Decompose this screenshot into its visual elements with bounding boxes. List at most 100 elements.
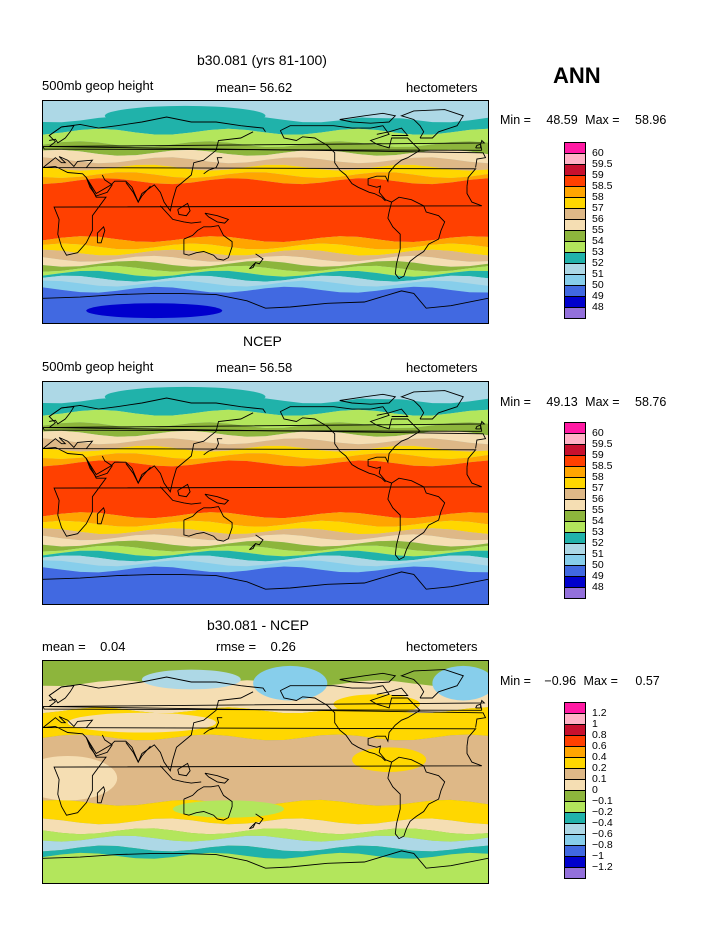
colorbar-tick-label: 51 xyxy=(592,268,604,280)
contour-region xyxy=(86,303,223,319)
map-canvas-diff xyxy=(43,661,488,883)
contour-band xyxy=(43,409,488,428)
colorbar-obs: 60 59.5 59 58.5 58 57 56 55 54 53 52 51 50 49 48 xyxy=(564,422,684,602)
coastline xyxy=(85,734,113,757)
coastline xyxy=(160,205,202,224)
coastline xyxy=(96,225,106,244)
coastline xyxy=(43,437,94,449)
coastline xyxy=(279,130,386,202)
colorbar-tick-label: 60 xyxy=(592,427,604,439)
coastline xyxy=(203,438,223,456)
colorbar-tick-label: 52 xyxy=(592,537,604,549)
season-label: ANN xyxy=(553,63,601,88)
coastline xyxy=(376,687,409,696)
coastline xyxy=(475,703,482,709)
panel-mean-label-diff: mean = 0.04 xyxy=(42,639,126,654)
colorbar-tick-label: 50 xyxy=(592,279,604,291)
contour-band xyxy=(43,512,488,527)
contour-band xyxy=(43,438,488,452)
colorbar-tick-label: 58.5 xyxy=(592,180,613,192)
contour-region xyxy=(321,103,470,119)
coastline xyxy=(85,455,113,478)
colorbar-tick-label: 56 xyxy=(592,213,604,225)
colorbar-tick-label: 53 xyxy=(592,526,604,538)
coastline xyxy=(376,127,409,136)
panel-variable-label-obs: 500mb geop height xyxy=(42,359,154,374)
coastline xyxy=(125,182,151,204)
colorbar-tick-label: −0.6 xyxy=(592,828,613,840)
contour-band xyxy=(43,141,488,156)
panel-variable-label-model: 500mb geop height xyxy=(42,78,154,93)
colorbar-tick-label: 52 xyxy=(592,257,604,269)
contour-band xyxy=(43,828,488,842)
coastline xyxy=(43,446,482,537)
coastline xyxy=(43,156,94,168)
coastline xyxy=(43,850,488,869)
coastline xyxy=(204,493,230,505)
colorbar-swatch xyxy=(564,307,586,319)
coastline xyxy=(43,165,482,256)
contour-region xyxy=(321,384,470,400)
contour-band xyxy=(43,845,488,859)
coastline xyxy=(183,506,233,542)
contour-region xyxy=(432,665,488,701)
colorbar-diff: 1.2 1 0.8 0.6 0.4 0.2 0.1 0 −0.1 −0.2 −0.4 −0.6 −0.8… xyxy=(564,702,684,882)
colorbar-swatch xyxy=(564,587,586,599)
colorbar-tick-label: 59 xyxy=(592,169,604,181)
coastline xyxy=(43,290,488,309)
min-value: 49.13 xyxy=(546,395,578,409)
contour-region xyxy=(104,105,266,126)
contour-region xyxy=(172,800,285,818)
min-label: Min = xyxy=(500,395,531,409)
colorbar-tick-label: 0.2 xyxy=(592,762,607,774)
coastline xyxy=(339,112,397,124)
panel-minmax-diff: Min = −0.96 Max = 0.57 xyxy=(500,674,660,688)
colorbar-tick-label: −0.1 xyxy=(592,795,613,807)
coastline xyxy=(249,813,264,830)
contour-band xyxy=(43,566,488,604)
coastline xyxy=(43,716,94,728)
colorbar-tick-label: 50 xyxy=(592,559,604,571)
contour-band xyxy=(43,157,488,171)
contour-band xyxy=(43,555,488,567)
contour-band xyxy=(43,270,488,282)
panel-units-label-diff: hectometers xyxy=(406,639,478,654)
contour-band xyxy=(43,265,488,277)
coastline xyxy=(85,691,254,772)
coastline xyxy=(279,411,386,483)
panel-title-obs: NCEP xyxy=(243,333,282,349)
colorbar-tick-label: 48 xyxy=(592,581,604,593)
colorbar-tick-label: 0.1 xyxy=(592,773,607,785)
colorbar-tick-label: 60 xyxy=(592,147,604,159)
coastline xyxy=(400,109,464,139)
colorbar-tick-label: −1.2 xyxy=(592,861,613,873)
map-panel-diff xyxy=(42,660,489,884)
coastline xyxy=(47,116,487,168)
contour-band xyxy=(43,534,488,547)
coastline xyxy=(203,157,223,175)
coastline xyxy=(85,174,113,197)
colorbar-tick-label: 59.5 xyxy=(592,438,613,450)
coastline xyxy=(177,202,191,217)
contour-band xyxy=(43,430,488,445)
colorbar-tick-label: 49 xyxy=(592,570,604,582)
panel-units-label-model: hectometers xyxy=(406,80,478,95)
colorbar-tick-label: 0 xyxy=(592,784,598,796)
colorbar-tick-label: 55 xyxy=(592,224,604,236)
contour-band xyxy=(43,128,488,147)
contour-band xyxy=(43,560,488,573)
contour-band xyxy=(43,286,488,323)
contour-region xyxy=(141,669,241,690)
coastline xyxy=(177,762,191,777)
coastline xyxy=(339,672,397,684)
colorbar-tick-label: 59.5 xyxy=(592,158,613,170)
min-label: Min = xyxy=(500,113,531,127)
contour-band xyxy=(43,460,488,519)
contour-band xyxy=(43,545,488,557)
contour-band xyxy=(43,818,488,835)
contour-band xyxy=(43,453,488,467)
contour-band xyxy=(43,236,488,250)
panel-mean-label-obs: mean= 56.58 xyxy=(216,360,293,375)
contour-band xyxy=(43,172,488,185)
colorbar-tick-label: 48 xyxy=(592,301,604,313)
